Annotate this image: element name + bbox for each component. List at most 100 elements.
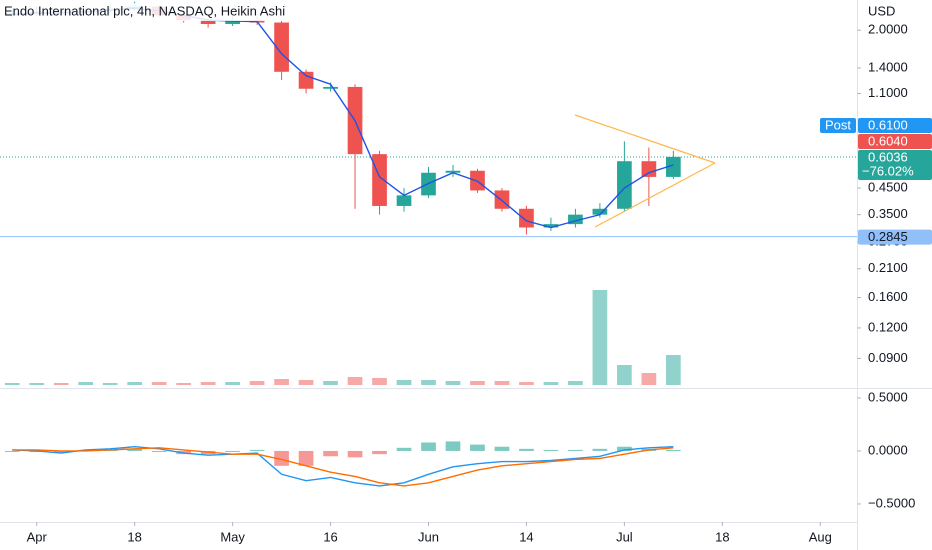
volume-bar [102,383,118,385]
price-label-box [858,117,932,133]
macd-histogram [323,450,338,457]
last-price-change: −76.02% [862,163,914,178]
macd-histogram [445,441,461,451]
last-price-label: 0.6036 [868,149,908,164]
volume-bar [421,380,436,385]
x-tick-label: 18 [715,529,729,544]
candle-body [225,20,240,25]
macd-histogram [617,446,632,451]
macd-histogram [396,447,412,451]
x-tick-label: Jun [418,529,439,544]
x-tick-label: Jul [616,529,633,544]
x-tick-label: 14 [519,529,533,544]
candle-body [568,214,583,225]
volume-bar [519,382,534,385]
volume-bar [29,383,45,385]
volume-bar [249,381,265,385]
volume-bar [617,365,632,385]
y-tick-label: 2.0000 [868,22,908,37]
candle-body [445,170,461,173]
macd-histogram [421,442,436,451]
title-bg [0,3,290,21]
y2-tick-label: 0.5000 [868,389,908,404]
macd-histogram [568,449,583,451]
volume-bar [372,378,387,385]
volume-bar [323,381,338,385]
y-tick-label: 0.1600 [868,289,908,304]
candle-body [666,156,681,177]
x-tick-label: Apr [27,529,48,544]
volume-bar [347,377,363,385]
volume-bar [225,382,240,385]
level-box [858,229,932,245]
volume-bar [176,383,191,385]
macd-histogram [519,448,534,451]
volume-bar [592,290,608,385]
macd-histogram [298,450,314,466]
level-label: 0.2845 [868,229,908,244]
macd-histogram [53,450,69,454]
candle-body [200,20,216,25]
volume-bar [127,382,143,385]
volume-bar [666,355,681,385]
volume-bar [396,380,412,385]
volume-bar [568,381,583,385]
candle-body [617,161,632,209]
last-price-box [858,149,932,180]
y-tick-label: 1.4000 [868,59,908,74]
volume-bar [494,381,510,385]
macd-histogram [372,450,387,455]
triangle-upper [574,114,716,164]
volume-bar [298,380,314,385]
x-tick-label: 16 [323,529,337,544]
y-tick-label: 0.4500 [868,179,908,194]
candle-body [396,195,412,206]
y2-tick-label: −0.5000 [868,495,915,510]
volume-bar [4,383,20,385]
macd-histogram [274,450,289,466]
candle-body [323,86,338,89]
volume-bar [53,383,69,385]
price-label: 0.6040 [868,133,908,148]
macd-histogram [592,448,608,451]
macd-histogram [225,450,240,452]
price-label: 0.6100 [868,117,908,132]
macd-histogram [151,450,167,453]
macd-histogram [249,449,265,451]
x-tick-label: 18 [127,529,141,544]
macd-line [12,446,674,487]
macd-histogram [4,450,20,452]
currency: USD [868,3,895,18]
price-label-box [858,133,932,149]
candle-body [274,22,289,72]
post-label: Post [825,117,851,132]
macd-histogram [347,450,363,458]
candle-body [298,71,314,89]
volume-bar [274,379,289,385]
volume-bar [445,381,461,385]
candle-body [543,224,559,228]
x-tick-label: Aug [809,529,832,544]
volume-bar [200,382,216,385]
y-tick-label: 1.1000 [868,85,908,100]
macd-histogram [666,449,681,451]
candle-body [641,161,657,177]
macd-histogram [543,449,559,451]
volume-bar [78,382,94,385]
candle-body [494,190,510,209]
y-tick-label: 0.0900 [868,350,908,365]
macd-histogram [470,444,485,451]
y-tick-label: 0.2100 [868,260,908,275]
y-tick-label: 0.1200 [868,319,908,334]
y-tick-label: 0.3500 [868,206,908,221]
candle-body [519,208,534,228]
x-tick-label: May [220,529,245,544]
volume-bar [470,381,485,385]
chart-title: Endo International plc, 4h, NASDAQ, Heik… [4,3,285,18]
post-tag [820,117,856,133]
volume-bar [151,382,167,385]
volume-bar [543,382,559,385]
volume-bar [641,373,657,385]
